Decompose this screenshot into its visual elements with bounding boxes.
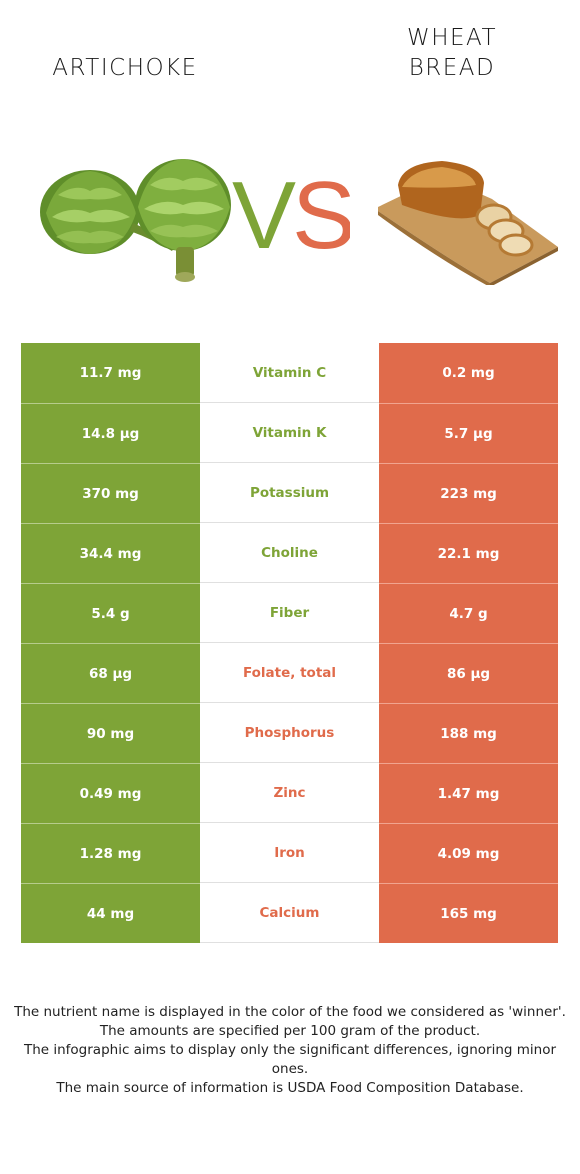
table-row: 90 mg Phosphorus 188 mg [21,703,558,763]
nutrient-name-cell: Vitamin C [200,343,379,403]
left-value-cell: 90 mg [21,703,200,763]
table-row: 370 mg Potassium 223 mg [21,463,558,523]
footer-note-differences: The infographic aims to display only the… [23,1042,557,1077]
footer-notes: The nutrient name is displayed in the co… [10,1003,570,1098]
right-food-title-line2: BREAD [408,55,496,81]
right-value-cell: 223 mg [379,463,558,523]
right-value-cell: 4.7 g [379,583,558,643]
nutrient-name-cell: Choline [200,523,379,583]
artichoke-right [135,159,231,282]
vs-label: V S [230,162,356,269]
nutrient-name-cell: Vitamin K [200,403,379,463]
table-row: 0.49 mg Zinc 1.47 mg [21,763,558,823]
nutrient-name-cell: Phosphorus [200,703,379,763]
footer-note-winner: The nutrient name is displayed in the co… [14,1004,566,1020]
table-row: 11.7 mg Vitamin C 0.2 mg [21,343,558,403]
table-row: 34.4 mg Choline 22.1 mg [21,523,558,583]
table-row: 44 mg Calcium 165 mg [21,883,558,943]
left-value-cell: 44 mg [21,883,200,943]
nutrient-name-cell: Fiber [200,583,379,643]
right-value-cell: 0.2 mg [379,343,558,403]
table-row: 5.4 g Fiber 4.7 g [21,583,558,643]
left-value-cell: 370 mg [21,463,200,523]
left-value-cell: 14.8 µg [21,403,200,463]
left-value-cell: 68 µg [21,643,200,703]
right-value-cell: 165 mg [379,883,558,943]
left-value-cell: 11.7 mg [21,343,200,403]
vs-s-letter: S [292,168,350,258]
left-value-cell: 5.4 g [21,583,200,643]
artichoke-left [40,170,176,254]
right-value-cell: 4.09 mg [379,823,558,883]
right-value-cell: 5.7 µg [379,403,558,463]
right-food-title: WHEAT BREAD [362,23,542,83]
footer-note-source: The main source of information is USDA F… [56,1080,524,1096]
left-value-cell: 34.4 mg [21,523,200,583]
left-value-cell: 1.28 mg [21,823,200,883]
comparison-table: 11.7 mg Vitamin C 0.2 mg 14.8 µg Vitamin K 5.… [21,343,558,943]
right-value-cell: 86 µg [379,643,558,703]
table-row: 14.8 µg Vitamin K 5.7 µg [21,403,558,463]
right-value-cell: 188 mg [379,703,558,763]
table-row: 1.28 mg Iron 4.09 mg [21,823,558,883]
footer-note-amounts: The amounts are specified per 100 gram o… [99,1023,481,1039]
vs-v-letter: V [232,168,296,258]
nutrient-name-cell: Calcium [200,883,379,943]
nutrient-name-cell: Zinc [200,763,379,823]
nutrient-name-cell: Iron [200,823,379,883]
table-row: 68 µg Folate, total 86 µg [21,643,558,703]
nutrient-name-cell: Folate, total [200,643,379,703]
right-food-title-line1: WHEAT [406,25,498,51]
left-food-title: ARTICHOKE [52,55,198,81]
left-value-cell: 0.49 mg [21,763,200,823]
artichoke-image [38,155,238,285]
nutrient-name-cell: Potassium [200,463,379,523]
right-value-cell: 1.47 mg [379,763,558,823]
right-value-cell: 22.1 mg [379,523,558,583]
wheat-bread-image [372,155,562,287]
